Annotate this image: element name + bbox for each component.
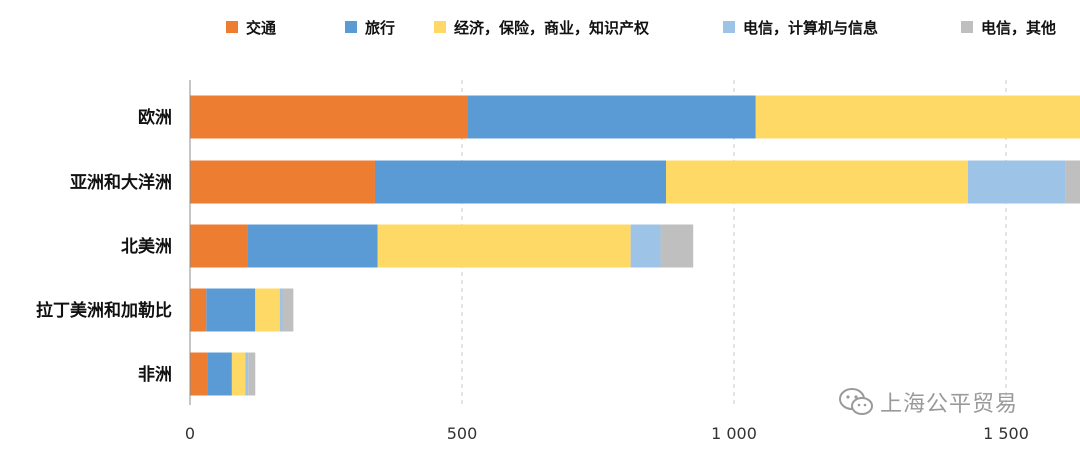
category-label: 非洲: [138, 364, 172, 385]
legend-label: 经济，保险，商业，知识产权: [454, 19, 650, 37]
legend-label: 交通: [246, 19, 276, 37]
bar-0-1: [467, 95, 756, 139]
legend-item-0: 交通: [226, 19, 276, 37]
x-tick-label: 1 500: [983, 424, 1029, 443]
legend-swatch: [723, 21, 735, 33]
bar-4-0: [190, 352, 208, 396]
watermark-text: 上海公平贸易: [880, 392, 1019, 417]
bar-3-1: [206, 288, 256, 332]
bar-1-1: [374, 160, 666, 204]
bar-3-3: [279, 288, 283, 332]
bar-2-0: [190, 224, 248, 268]
legend-label: 电信，其他: [981, 19, 1056, 37]
category-label: 北美洲: [121, 236, 172, 257]
bar-4-4: [248, 352, 256, 396]
x-tick-label: 500: [447, 424, 478, 443]
bar-1-3: [967, 160, 1066, 204]
bar-0-0: [190, 95, 468, 139]
bar-4-3: [245, 352, 249, 396]
legend-swatch: [961, 21, 973, 33]
bar-1-4: [1065, 160, 1080, 204]
bar-1-2: [666, 160, 968, 204]
bar-2-1: [247, 224, 378, 268]
legend-item-4: 电信，其他: [961, 19, 1056, 37]
category-label: 亚洲和大洋洲: [70, 172, 172, 193]
legend-swatch: [226, 21, 238, 33]
watermark: 上海公平贸易: [838, 386, 1018, 418]
legend-item-1: 旅行: [345, 19, 395, 37]
legend: 交通 旅行 经济，保险，商业，知识产权 电信，计算机与信息 电信，其他: [226, 19, 1056, 37]
category-label: 拉丁美洲和加勒比: [36, 300, 172, 321]
legend-swatch: [345, 21, 357, 33]
bar-1-0: [190, 160, 375, 204]
bar-4-1: [207, 352, 232, 396]
bar-2-4: [660, 224, 694, 268]
x-tick-label: 0: [185, 424, 195, 443]
legend-label: 旅行: [365, 19, 395, 37]
bar-3-2: [255, 288, 280, 332]
bar-4-2: [231, 352, 246, 396]
bar-3-4: [282, 288, 294, 332]
x-tick-label: 1 000: [711, 424, 757, 443]
legend-label: 电信，计算机与信息: [743, 19, 878, 37]
wechat-icon: [839, 388, 873, 415]
bar-2-2: [377, 224, 631, 268]
category-label: 欧洲: [138, 107, 172, 128]
bar-0-2: [755, 95, 1080, 139]
legend-item-2: 经济，保险，商业，知识产权: [434, 19, 650, 37]
bar-2-3: [630, 224, 661, 268]
legend-swatch: [434, 21, 446, 33]
legend-item-3: 电信，计算机与信息: [723, 19, 878, 37]
bar-3-0: [190, 288, 207, 332]
